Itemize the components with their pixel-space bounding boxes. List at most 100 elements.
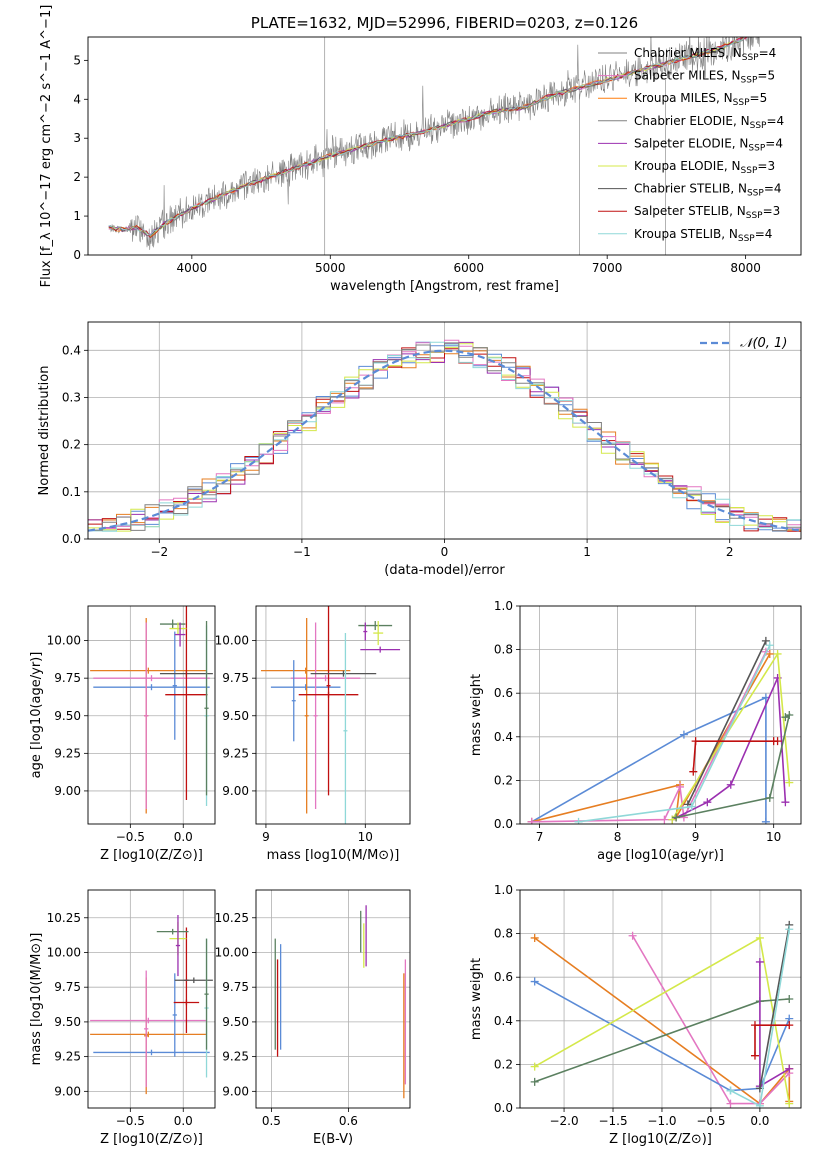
x-tick-label: −0.5 <box>116 1114 145 1128</box>
error-bar-point <box>165 606 208 800</box>
weight-line <box>534 980 791 1092</box>
weight-line <box>675 713 791 819</box>
error-bar-point <box>172 973 177 1057</box>
x-tick-label: 8 <box>614 830 622 844</box>
weight-marker <box>755 933 764 942</box>
error-bar-point <box>156 928 189 935</box>
weight-series <box>672 711 794 822</box>
error-bar-point <box>204 938 209 1050</box>
axes-frame <box>87 36 802 256</box>
x-axis-label: Z [log10(Z/Z⊙)] <box>609 1132 712 1147</box>
y-tick-label: 0.6 <box>494 686 513 700</box>
weight-marker <box>679 730 688 739</box>
y-tick-label: 0.0 <box>62 532 81 546</box>
x-tick-label: 5000 <box>315 261 346 275</box>
x-tick-label: 0.5 <box>262 1114 281 1128</box>
error-bar-point <box>360 646 401 653</box>
weight-marker <box>679 813 688 822</box>
weight-marker <box>761 636 770 645</box>
residual-histogram <box>88 347 801 532</box>
x-tick-label: 7 <box>536 830 544 844</box>
x-axis-label: Z [log10(Z/Z⊙)] <box>100 1132 203 1147</box>
error-bar-point <box>144 970 149 1088</box>
weight-marker <box>530 1077 539 1086</box>
weight-marker <box>750 1021 759 1030</box>
weight-marker <box>530 933 539 942</box>
weight-marker <box>530 1062 539 1071</box>
error-bar-point <box>90 1017 207 1024</box>
x-tick-label: −2.0 <box>549 1114 578 1128</box>
axes-frame <box>87 889 216 1109</box>
y-tick-label: 9.50 <box>222 709 249 723</box>
weight-marker <box>660 815 669 824</box>
y-tick-label: 0.4 <box>62 343 81 357</box>
x-tick-label: 9 <box>692 830 700 844</box>
y-tick-label: 10.25 <box>47 911 81 925</box>
error-bar-point <box>174 622 186 647</box>
y-tick-label: 9.75 <box>222 671 249 685</box>
y-tick-label: 0.6 <box>494 970 513 984</box>
x-tick-label: 6000 <box>453 261 484 275</box>
weight-marker <box>527 817 536 824</box>
x-tick-label: 9 <box>262 830 270 844</box>
x-tick-label: −1 <box>293 545 311 559</box>
legend-label: Salpeter STELIB, NSSP=3 <box>634 204 780 221</box>
y-tick-label: 9.50 <box>54 709 81 723</box>
y-axis-label: mass weight <box>469 674 484 756</box>
error-bar-point <box>159 619 186 629</box>
legend-label: 𝒩(0, 1) <box>740 336 787 351</box>
y-tick-label: 10.00 <box>215 634 249 648</box>
y-tick-label: 0.3 <box>62 390 81 404</box>
plot-area <box>88 339 801 532</box>
y-tick-label: 4 <box>73 92 81 106</box>
weight-marker <box>755 1101 764 1108</box>
plot-area <box>260 606 401 824</box>
error-bar-point <box>93 1049 210 1056</box>
y-tick-label: 9.00 <box>54 1084 81 1098</box>
axes-frame <box>519 605 802 825</box>
error-bar-point <box>93 675 210 682</box>
residual-histogram <box>88 342 801 532</box>
plot-area <box>108 37 760 255</box>
weight-series <box>750 1021 794 1060</box>
y-tick-label: 3 <box>73 131 81 145</box>
normal-curve <box>88 349 801 532</box>
error-bar-point <box>313 622 318 809</box>
x-tick-label: 0.6 <box>339 1114 358 1128</box>
y-tick-label: 10.00 <box>47 634 81 648</box>
chart-spectrum: 4000 5000 6000 7000 8000 0 1 2 3 4 5 wavelength [An… <box>39 5 802 294</box>
plot-area <box>530 920 794 1108</box>
axes-frame <box>255 889 411 1109</box>
x-tick-label: −1.5 <box>598 1114 627 1128</box>
error-bar-point <box>363 622 368 641</box>
x-tick-label: 2 <box>726 545 734 559</box>
x-tick-label: 4000 <box>177 261 208 275</box>
chart-residuals: −2 −1 0 1 2 0.0 0.1 0.2 0.3 0.4 (data-model)/error… <box>37 321 802 578</box>
y-axis-label: age [log10(age/yr)] <box>29 652 44 779</box>
weight-marker <box>689 767 698 776</box>
weight-line <box>531 653 771 823</box>
y-axis-label: mass weight <box>469 958 484 1040</box>
y-tick-label: 0.2 <box>62 438 81 452</box>
weight-line <box>687 640 767 805</box>
y-tick-label: 5 <box>73 53 81 67</box>
legend-label: Chabrier MILES, NSSP=4 <box>634 46 776 63</box>
weight-marker <box>672 813 681 822</box>
legend-label: Kroupa MILES, NSSP=5 <box>634 91 767 108</box>
error-bar-point <box>343 633 348 824</box>
legend: Chabrier MILES, NSSP=4 Salpeter MILES, NS… <box>598 46 784 244</box>
x-tick-label: −1.0 <box>647 1114 676 1128</box>
plot-area <box>90 914 213 1095</box>
legend-label: Kroupa STELIB, NSSP=4 <box>634 227 772 244</box>
weight-marker <box>750 1051 759 1060</box>
error-bar-point <box>172 631 177 740</box>
x-tick-label: 1 <box>583 545 591 559</box>
error-bar-point <box>93 684 210 691</box>
weight-series <box>668 673 790 824</box>
x-axis-label: mass [log10(M/M⊙)] <box>267 848 400 863</box>
error-bar-point <box>175 914 181 977</box>
y-tick-label: 0.1 <box>62 485 81 499</box>
x-tick-label: 0 <box>441 545 449 559</box>
legend-label: Chabrier ELODIE, NSSP=4 <box>634 114 784 131</box>
